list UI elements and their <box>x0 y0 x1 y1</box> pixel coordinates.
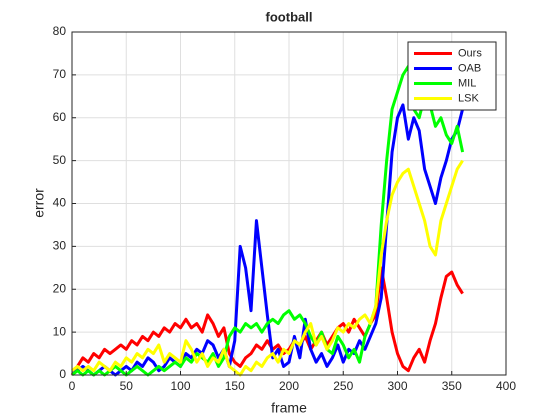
legend-label: OAB <box>458 62 481 74</box>
y-tick-label: 10 <box>53 324 67 338</box>
y-axis-label: error <box>31 188 47 218</box>
legend-label: MIL <box>458 77 476 89</box>
y-tick-label: 20 <box>53 281 67 295</box>
x-tick-label: 100 <box>170 379 190 393</box>
lines <box>70 64 465 377</box>
x-tick-label: 200 <box>279 379 299 393</box>
x-tick-label: 50 <box>120 379 134 393</box>
y-tick-label: 70 <box>53 67 67 81</box>
y-tick-label: 0 <box>59 367 66 381</box>
x-axis-label: frame <box>271 400 307 416</box>
chart-title: football <box>266 9 313 24</box>
x-tick-label: 150 <box>225 379 245 393</box>
y-tick-label: 30 <box>53 239 67 253</box>
x-tick-label: 350 <box>442 379 462 393</box>
legend-label: Ours <box>458 47 482 59</box>
y-tick-label: 60 <box>53 110 67 124</box>
series-line <box>70 266 464 376</box>
x-tick-label: 0 <box>69 379 76 393</box>
x-tick-label: 300 <box>387 379 407 393</box>
x-tick-label: 400 <box>496 379 516 393</box>
x-tick-label: 250 <box>333 379 353 393</box>
series-line <box>71 64 465 377</box>
y-tick-label: 40 <box>53 196 67 210</box>
series-line <box>72 103 465 377</box>
series-line <box>71 159 464 377</box>
ticks: 0 50 100 150 200 250 300 350 400 0 10 20 30 40 50 60 70 8… <box>53 24 517 393</box>
legend: Ours OAB MIL LSK <box>407 41 497 111</box>
y-tick-label: 50 <box>53 153 67 167</box>
y-tick-label: 80 <box>53 24 67 38</box>
legend-label: LSK <box>458 92 479 104</box>
